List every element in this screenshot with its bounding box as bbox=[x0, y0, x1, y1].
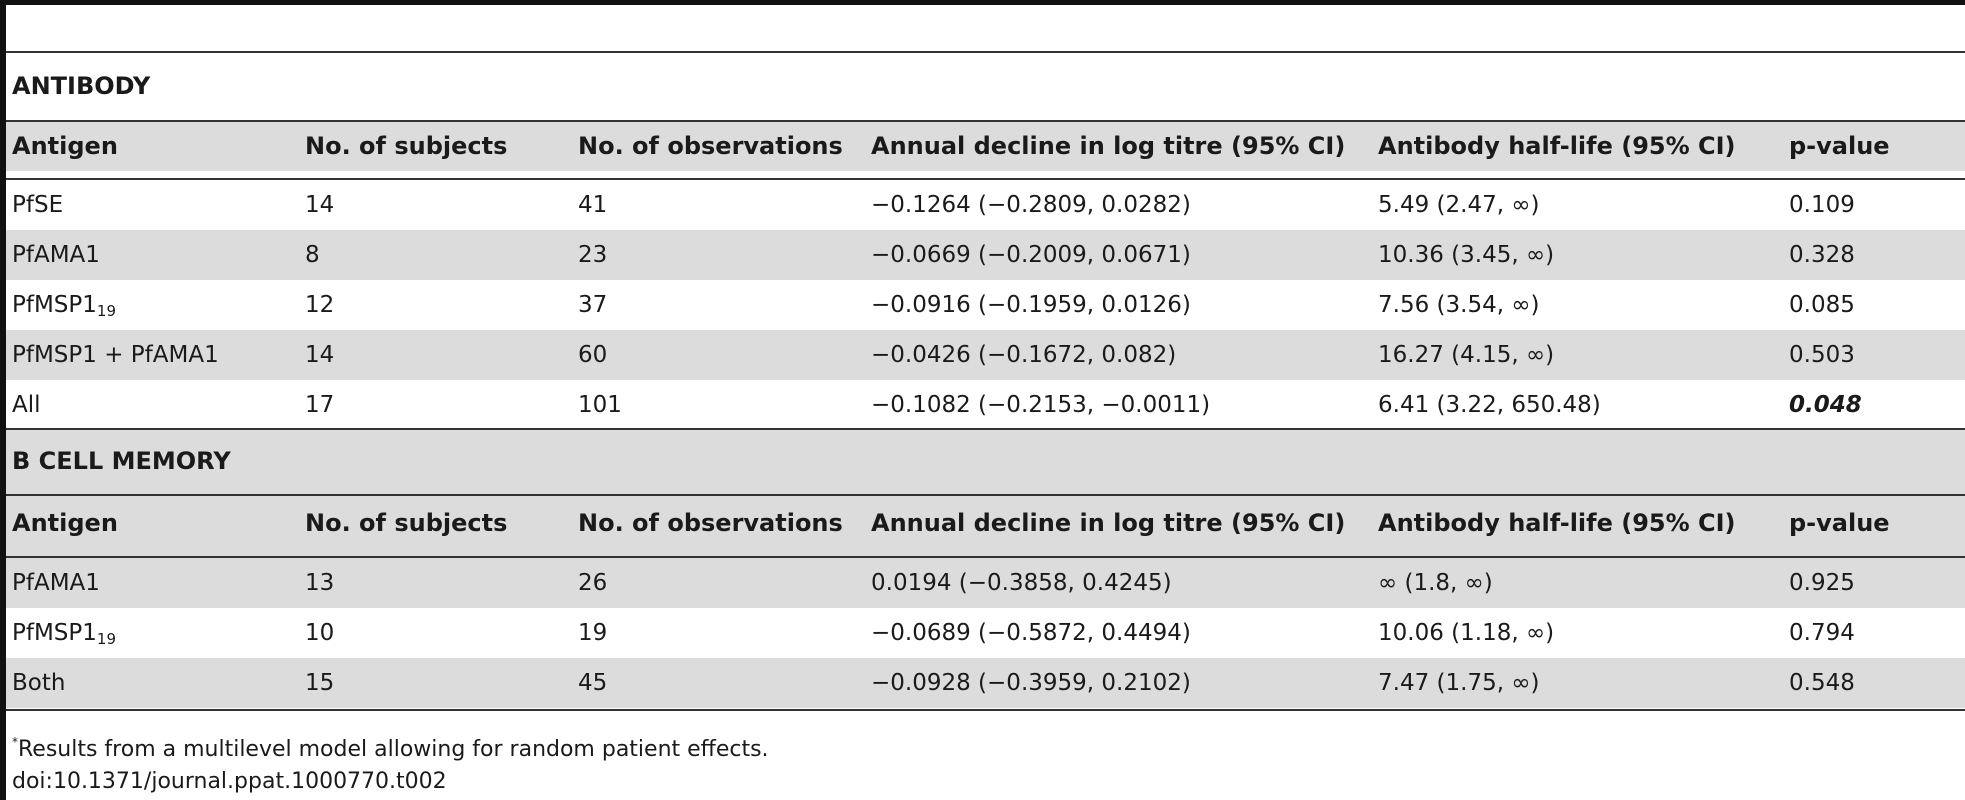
cell-decline: −0.1264 (−0.2809, 0.0282) bbox=[871, 192, 1191, 218]
table-top-rule bbox=[6, 51, 1965, 53]
header-subjects: No. of subjects bbox=[305, 132, 508, 160]
cell-decline: −0.0689 (−0.5872, 0.4494) bbox=[871, 620, 1191, 646]
doi-link[interactable]: doi:10.1371/journal.ppat.1000770.t002 bbox=[12, 769, 447, 794]
table-row: PfMSP119 12 37 −0.0916 (−0.1959, 0.0126)… bbox=[6, 280, 1965, 330]
cell-subjects: 10 bbox=[305, 620, 335, 646]
header-observations: No. of observations bbox=[578, 509, 843, 537]
header-p-value: p-value bbox=[1789, 509, 1890, 537]
cell-subjects: 12 bbox=[305, 292, 335, 318]
antigen-name: PfMSP1 bbox=[12, 292, 97, 318]
table-row: PfAMA1 13 26 0.0194 (−0.3858, 0.4245) ∞ … bbox=[6, 558, 1965, 608]
table-footnote: *Results from a multilevel model allowin… bbox=[12, 735, 769, 765]
cell-antigen: PfMSP119 bbox=[12, 608, 116, 658]
table-row: PfAMA1 8 23 −0.0669 (−0.2009, 0.0671) 10… bbox=[6, 230, 1965, 280]
cell-subjects: 13 bbox=[305, 570, 335, 596]
section-title-b-cell-memory: B CELL MEMORY bbox=[12, 447, 231, 475]
cell-observations: 19 bbox=[578, 620, 608, 646]
header-top-rule bbox=[6, 120, 1965, 122]
cell-p-value-significant: 0.048 bbox=[1789, 392, 1862, 418]
table-row: Both 15 45 −0.0928 (−0.3959, 0.2102) 7.4… bbox=[6, 658, 1965, 708]
antigen-subscript: 19 bbox=[96, 302, 117, 320]
footnote-text: Results from a multilevel model allowing… bbox=[18, 737, 769, 762]
cell-observations: 60 bbox=[578, 342, 608, 368]
cell-observations: 23 bbox=[578, 242, 608, 268]
cell-observations: 41 bbox=[578, 192, 608, 218]
cell-p-value: 0.109 bbox=[1789, 192, 1855, 218]
left-border bbox=[0, 0, 6, 800]
cell-subjects: 17 bbox=[305, 392, 335, 418]
antigen-name: PfMSP1 bbox=[12, 620, 97, 646]
header-antigen: Antigen bbox=[12, 509, 118, 537]
cell-decline: −0.0426 (−0.1672, 0.082) bbox=[871, 342, 1177, 368]
table-row: PfMSP1 + PfAMA1 14 60 −0.0426 (−0.1672, … bbox=[6, 330, 1965, 380]
cell-decline: 0.0194 (−0.3858, 0.4245) bbox=[871, 570, 1172, 596]
cell-antigen: PfMSP1 + PfAMA1 bbox=[12, 342, 219, 368]
header-decline: Annual decline in log titre (95% CI) bbox=[871, 132, 1346, 160]
cell-p-value: 0.925 bbox=[1789, 570, 1855, 596]
cell-subjects: 8 bbox=[305, 242, 320, 268]
cell-antigen: PfSE bbox=[12, 192, 64, 218]
subheader-top-rule bbox=[6, 494, 1965, 496]
header-p-value: p-value bbox=[1789, 132, 1890, 160]
cell-decline: −0.0669 (−0.2009, 0.0671) bbox=[871, 242, 1191, 268]
antigen-subscript: 19 bbox=[96, 630, 117, 648]
cell-half-life: ∞ (1.8, ∞) bbox=[1378, 570, 1493, 596]
cell-p-value: 0.328 bbox=[1789, 242, 1855, 268]
header-subjects: No. of subjects bbox=[305, 509, 508, 537]
cell-half-life: 6.41 (3.22, 650.48) bbox=[1378, 392, 1601, 418]
cell-half-life: 10.06 (1.18, ∞) bbox=[1378, 620, 1555, 646]
cell-antigen: Both bbox=[12, 670, 66, 696]
table-bottom-rule bbox=[6, 709, 1965, 711]
footnote-marker: * bbox=[12, 735, 18, 749]
table-row: PfSE 14 41 −0.1264 (−0.2809, 0.0282) 5.4… bbox=[6, 180, 1965, 230]
section-divider-rule bbox=[6, 428, 1965, 430]
header-half-life: Antibody half-life (95% CI) bbox=[1378, 509, 1736, 537]
cell-decline: −0.0916 (−0.1959, 0.0126) bbox=[871, 292, 1191, 318]
cell-half-life: 16.27 (4.15, ∞) bbox=[1378, 342, 1555, 368]
cell-subjects: 14 bbox=[305, 342, 335, 368]
cell-half-life: 7.47 (1.75, ∞) bbox=[1378, 670, 1540, 696]
cell-p-value: 0.503 bbox=[1789, 342, 1855, 368]
b-cell-header-band bbox=[6, 430, 1965, 556]
cell-subjects: 15 bbox=[305, 670, 335, 696]
table-header-row: Antigen No. of subjects No. of observati… bbox=[6, 498, 1965, 548]
cell-half-life: 5.49 (2.47, ∞) bbox=[1378, 192, 1540, 218]
cell-observations: 101 bbox=[578, 392, 622, 418]
cell-half-life: 7.56 (3.54, ∞) bbox=[1378, 292, 1540, 318]
header-bottom-rule bbox=[6, 178, 1965, 180]
table-header-row: Antigen No. of subjects No. of observati… bbox=[6, 121, 1965, 171]
cell-observations: 37 bbox=[578, 292, 608, 318]
header-antigen: Antigen bbox=[12, 132, 118, 160]
header-decline: Annual decline in log titre (95% CI) bbox=[871, 509, 1346, 537]
cell-decline: −0.1082 (−0.2153, −0.0011) bbox=[871, 392, 1211, 418]
cell-p-value: 0.548 bbox=[1789, 670, 1855, 696]
cell-p-value: 0.085 bbox=[1789, 292, 1855, 318]
section-title-antibody: ANTIBODY bbox=[12, 72, 151, 100]
top-border bbox=[0, 0, 1965, 5]
table-row: All 17 101 −0.1082 (−0.2153, −0.0011) 6.… bbox=[6, 380, 1965, 430]
cell-antigen: All bbox=[12, 392, 41, 418]
header-half-life: Antibody half-life (95% CI) bbox=[1378, 132, 1736, 160]
cell-observations: 45 bbox=[578, 670, 608, 696]
cell-decline: −0.0928 (−0.3959, 0.2102) bbox=[871, 670, 1191, 696]
cell-observations: 26 bbox=[578, 570, 608, 596]
cell-p-value: 0.794 bbox=[1789, 620, 1855, 646]
cell-half-life: 10.36 (3.45, ∞) bbox=[1378, 242, 1555, 268]
cell-antigen: PfAMA1 bbox=[12, 242, 100, 268]
header-observations: No. of observations bbox=[578, 132, 843, 160]
header-bottom-rule bbox=[6, 556, 1965, 558]
cell-antigen: PfAMA1 bbox=[12, 570, 100, 596]
table-row: PfMSP119 10 19 −0.0689 (−0.5872, 0.4494)… bbox=[6, 608, 1965, 658]
cell-subjects: 14 bbox=[305, 192, 335, 218]
cell-antigen: PfMSP119 bbox=[12, 280, 116, 330]
